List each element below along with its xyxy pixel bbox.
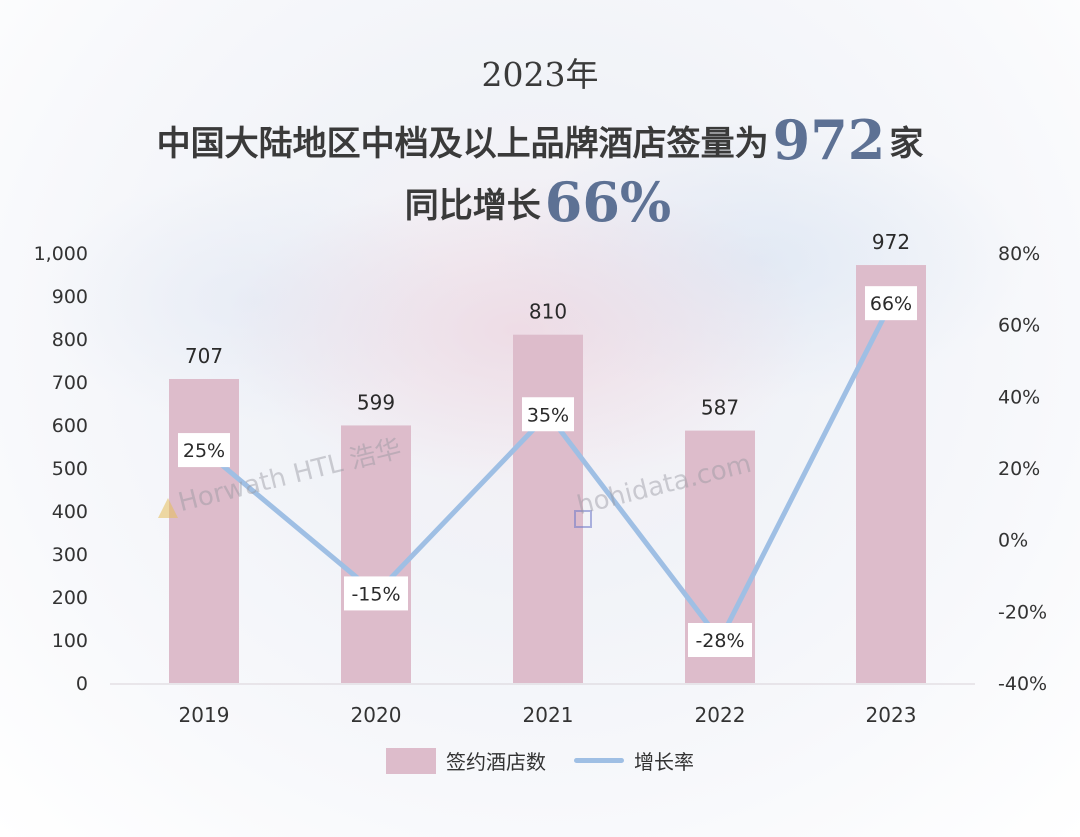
y-left-tick-label: 300	[52, 544, 88, 566]
bar	[341, 425, 411, 683]
growth-rate-label: -15%	[351, 583, 400, 605]
bar-value-label: 810	[529, 300, 567, 324]
legend-line-label: 增长率	[634, 750, 694, 774]
y-left-tick-label: 600	[52, 415, 88, 437]
bar	[513, 334, 583, 683]
legend-item-bars: 签约酒店数	[386, 746, 546, 775]
y-right-tick-label: -40%	[998, 673, 1047, 695]
growth-label-box	[688, 623, 752, 657]
x-tick-label: 2019	[179, 703, 230, 727]
legend-line-swatch	[574, 758, 624, 763]
x-tick-label: 2020	[351, 703, 402, 727]
y-left-tick-label: 800	[52, 329, 88, 351]
title-main-value: 972	[772, 108, 886, 172]
growth-label-box	[865, 286, 917, 321]
y-right-tick-label: 80%	[998, 243, 1040, 265]
title-main-prefix: 中国大陆地区中档及以上品牌酒店签量为	[156, 124, 769, 164]
bar-value-label: 972	[872, 230, 910, 254]
bar-value-label: 587	[701, 396, 739, 420]
y-left-tick-label: 900	[52, 286, 88, 308]
y-right-tick-label: -20%	[998, 601, 1047, 623]
y-right-tick-label: 40%	[998, 386, 1040, 408]
legend-item-line: 增长率	[574, 746, 694, 775]
bar-value-label: 599	[357, 390, 395, 414]
growth-rate-label: 35%	[527, 404, 569, 426]
y-right-tick-label: 60%	[998, 315, 1040, 337]
chart-legend: 签约酒店数 增长率	[0, 746, 1080, 775]
y-left-tick-label: 400	[52, 501, 88, 523]
bar	[169, 378, 239, 683]
growth-rate-label: 66%	[870, 293, 912, 315]
x-tick-label: 2022	[695, 703, 746, 727]
growth-label-box	[178, 433, 230, 468]
horwath-logo-icon	[158, 498, 178, 518]
x-tick-label: 2023	[866, 703, 917, 727]
growth-label-box	[344, 576, 408, 611]
growth-rate-label: 25%	[183, 440, 225, 462]
legend-bar-label: 签约酒店数	[446, 750, 546, 774]
y-right-tick-label: 20%	[998, 458, 1040, 480]
title-growth-value: 66%	[544, 170, 672, 234]
growth-rate-label: -28%	[695, 630, 744, 652]
title-growth: 同比增长66%	[0, 170, 1080, 234]
y-left-tick-label: 0	[76, 673, 88, 695]
hohidata-logo-icon	[574, 510, 592, 528]
y-left-tick-label: 1,000	[34, 243, 88, 265]
title-year: 2023年	[481, 55, 599, 94]
y-right-tick-label: 0%	[998, 530, 1028, 552]
y-left-tick-label: 500	[52, 458, 88, 480]
title-growth-prefix: 同比增长	[404, 186, 541, 226]
bar	[856, 265, 926, 683]
y-left-tick-label: 700	[52, 372, 88, 394]
y-left-tick-label: 200	[52, 587, 88, 609]
growth-label-box	[522, 397, 574, 432]
x-tick-label: 2021	[523, 703, 574, 727]
title-main-suffix: 家	[889, 124, 924, 164]
y-left-tick-label: 100	[52, 630, 88, 652]
bar-value-label: 707	[185, 344, 223, 368]
legend-bar-swatch	[386, 747, 436, 774]
title-main: 中国大陆地区中档及以上品牌酒店签量为972 家	[0, 108, 1080, 172]
